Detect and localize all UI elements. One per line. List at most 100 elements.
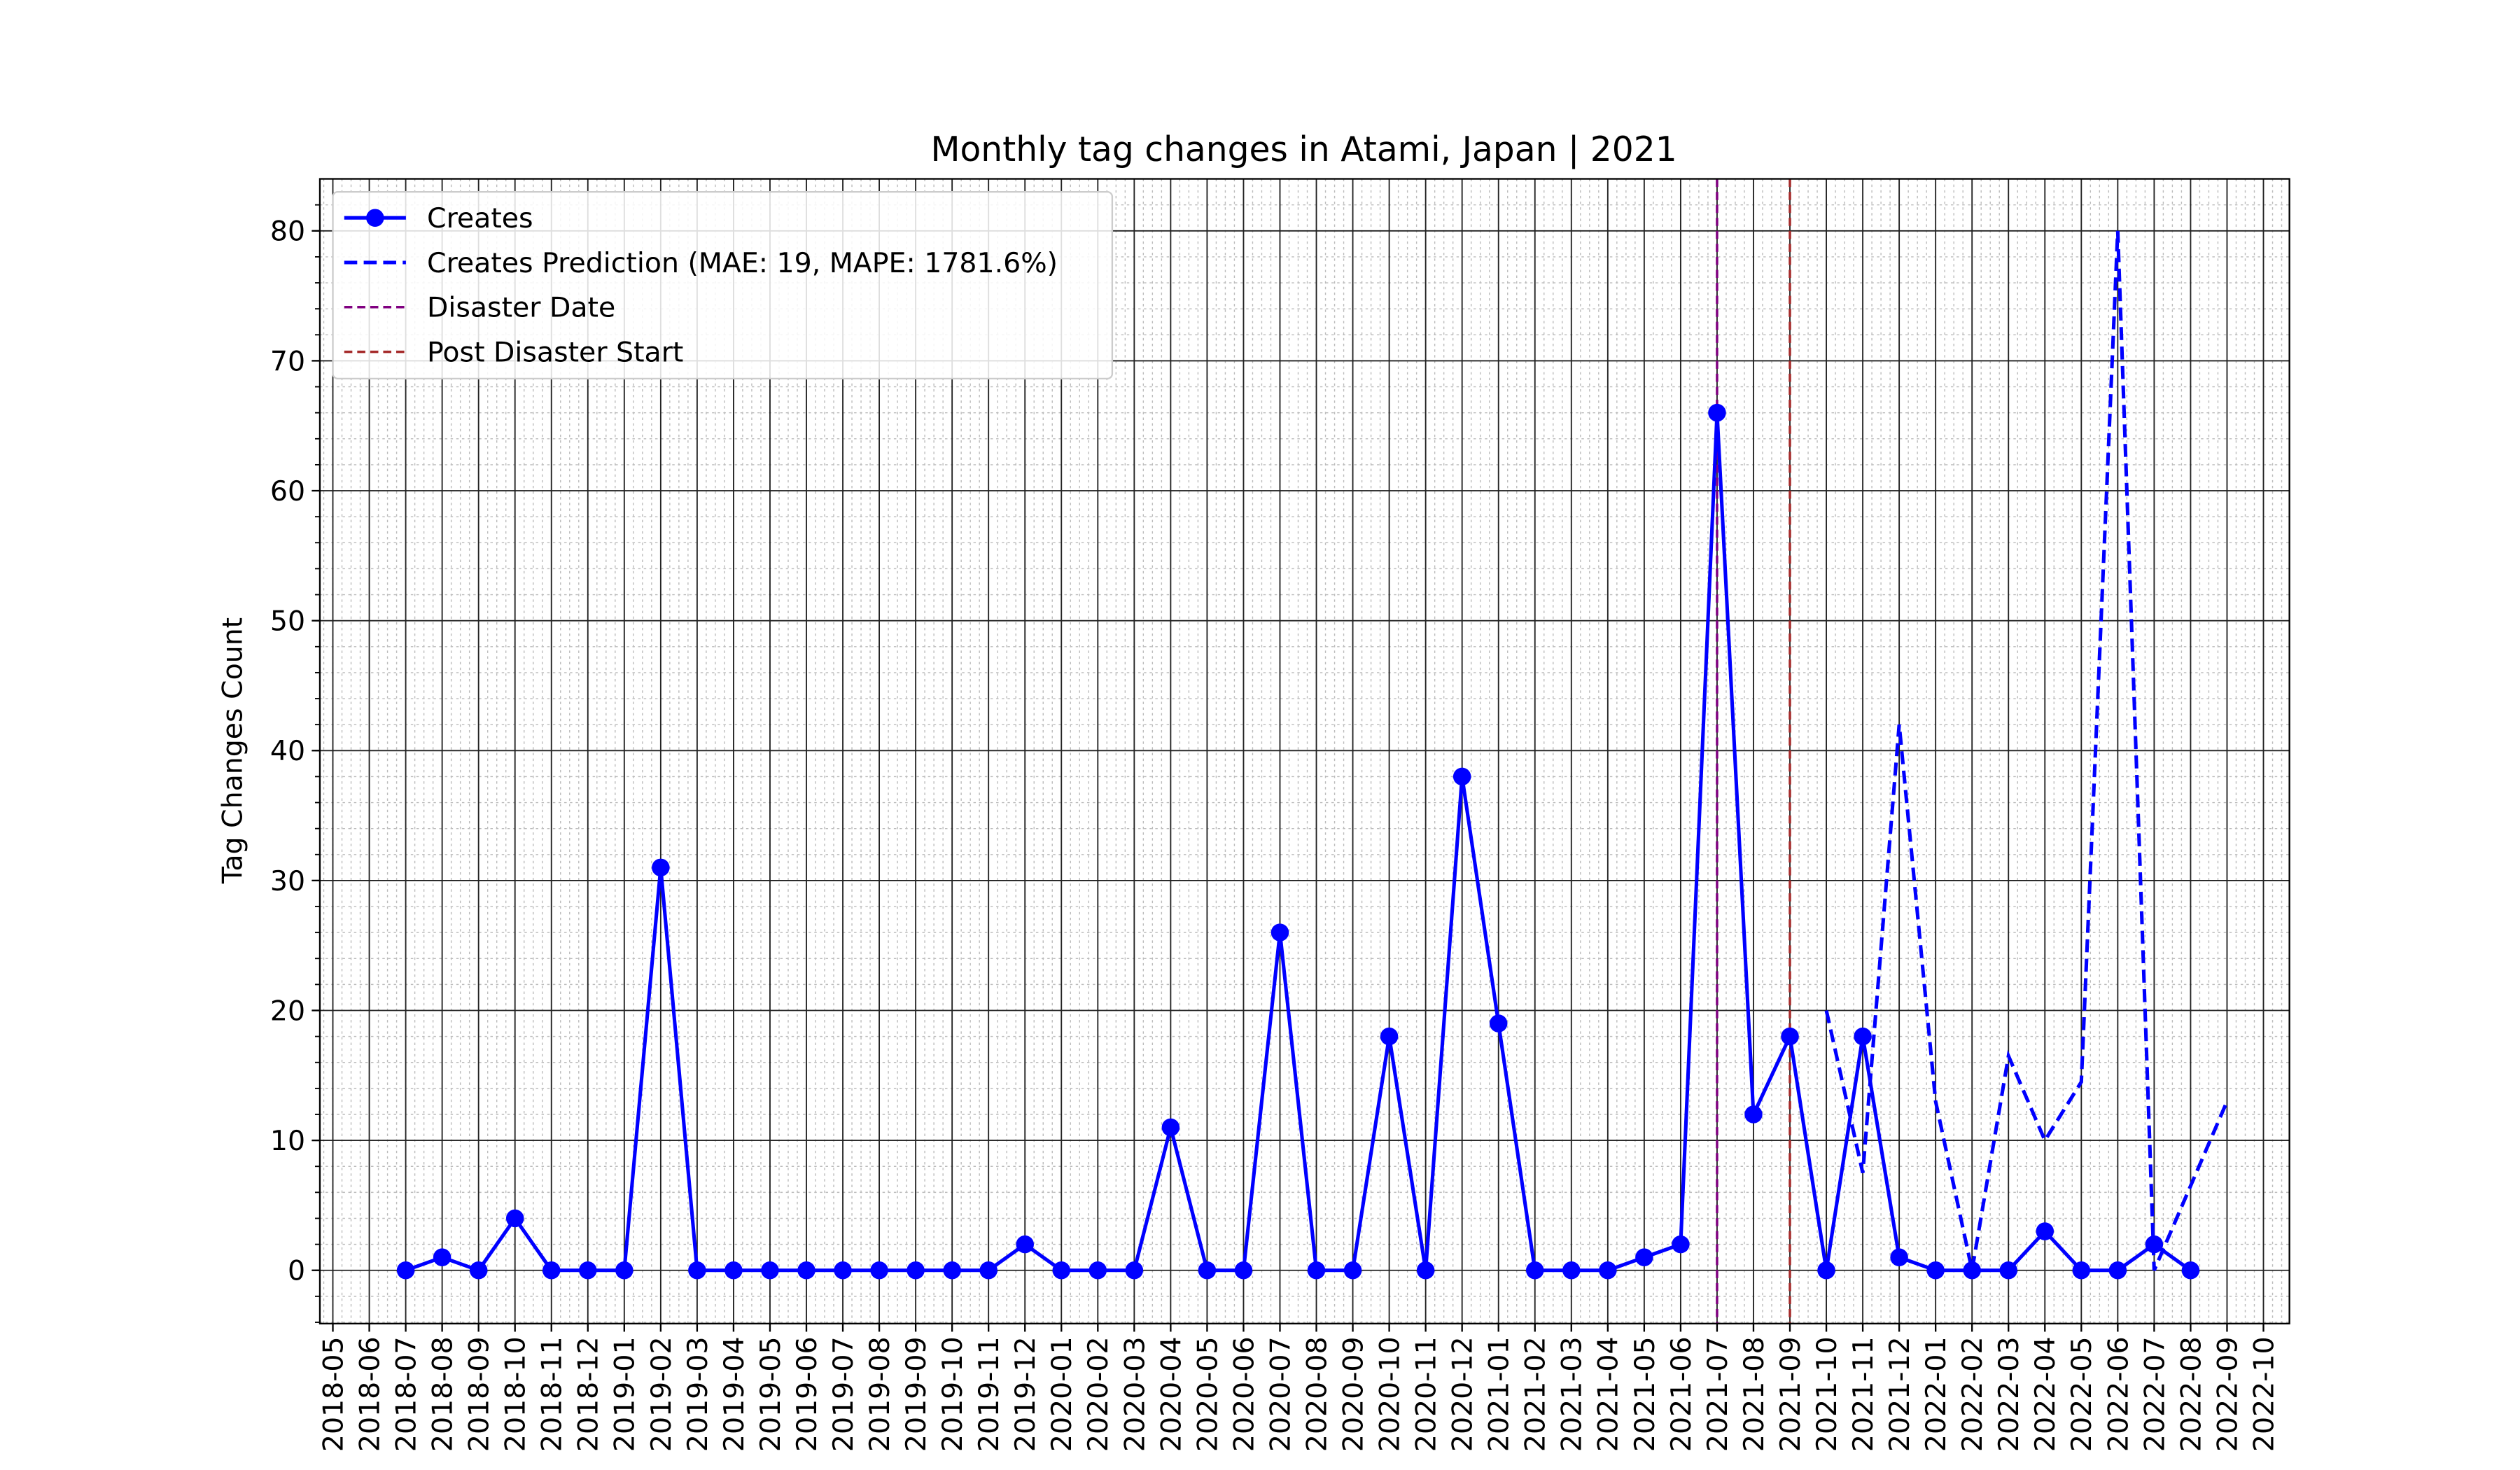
x-tick-label: 2022-10 [2248,1336,2280,1452]
legend-label: Post Disaster Start [427,336,683,368]
data-point [579,1261,597,1280]
x-tick-label: 2020-11 [1410,1336,1443,1452]
legend-label: Creates [427,202,533,234]
x-tick-label: 2018-12 [573,1336,605,1452]
data-point [1599,1261,1617,1280]
data-point [1890,1248,1908,1266]
data-point [688,1261,706,1280]
data-point [1817,1261,1835,1280]
data-point [505,1209,524,1228]
x-tick-label: 2020-08 [1301,1336,1333,1452]
data-point [1416,1261,1435,1280]
data-point [542,1261,561,1280]
x-tick-label: 2019-05 [755,1336,787,1452]
x-tick-label: 2018-07 [391,1336,423,1452]
legend-box [332,190,1114,380]
x-tick-label: 2020-03 [1119,1336,1151,1452]
x-tick-label: 2020-05 [1191,1336,1224,1452]
x-tick-label: 2018-06 [354,1336,386,1452]
data-point [943,1261,961,1280]
data-point [1234,1261,1253,1280]
x-tick-label: 2020-06 [1228,1336,1260,1452]
x-tick-label: 2018-11 [536,1336,568,1452]
x-tick-label: 2022-06 [2102,1336,2134,1452]
y-axis-label: Tag Changes Count [217,617,249,884]
legend-label: Creates Prediction (MAE: 19, MAPE: 1781.… [427,247,1058,279]
data-point [2181,1261,2200,1280]
x-tick-label: 2020-09 [1337,1336,1369,1452]
data-point [652,858,670,877]
data-point [1781,1027,1799,1046]
data-point [1562,1261,1581,1280]
x-tick-label: 2020-04 [1155,1336,1187,1452]
data-point [1672,1235,1690,1254]
data-point [2108,1261,2127,1280]
y-tick-label: 10 [270,1125,305,1157]
data-point [1489,1014,1508,1032]
data-point [1161,1118,1180,1137]
data-point [1854,1027,1872,1046]
x-tick-label: 2021-08 [1738,1336,1770,1452]
x-tick-label: 2020-12 [1447,1336,1479,1452]
data-point [724,1261,743,1280]
x-tick-label: 2018-09 [463,1336,496,1452]
x-tick-label: 2022-05 [2066,1336,2098,1452]
y-tick-label: 40 [270,735,305,767]
x-tick-label: 2022-02 [1956,1336,1989,1452]
x-tick-label: 2020-10 [1374,1336,1406,1452]
data-point [979,1261,997,1280]
data-point [1525,1261,1544,1280]
data-point [1307,1261,1326,1280]
data-point [1452,767,1471,786]
x-tick-label: 2022-09 [2211,1336,2244,1452]
x-tick-label: 2021-10 [1811,1336,1843,1452]
data-point [1088,1261,1107,1280]
legend-marker [366,209,384,227]
data-point [2036,1222,2054,1240]
x-tick-label: 2019-06 [791,1336,823,1452]
x-tick-label: 2021-03 [1556,1336,1588,1452]
data-point [870,1261,888,1280]
x-tick-label: 2021-04 [1592,1336,1625,1452]
x-tick-label: 2022-08 [2175,1336,2207,1452]
data-point [433,1248,451,1266]
x-tick-label: 2019-09 [900,1336,932,1452]
x-tick-label: 2018-05 [317,1336,349,1452]
x-tick-label: 2019-04 [718,1336,750,1452]
x-tick-label: 2019-01 [609,1336,641,1452]
y-tick-label: 30 [270,865,305,897]
x-tick-label: 2019-12 [1009,1336,1042,1452]
data-point [1343,1261,1362,1280]
data-point [2072,1261,2091,1280]
data-line [1824,230,2229,1271]
x-tick-label: 2021-06 [1665,1336,1698,1452]
x-tick-label: 2019-07 [827,1336,860,1452]
x-tick-label: 2021-02 [1520,1336,1552,1452]
data-point [906,1261,925,1280]
data-point [1744,1105,1763,1124]
y-tick-label: 0 [288,1255,305,1287]
x-tick-label: 2019-03 [682,1336,714,1452]
x-tick-label: 2021-12 [1884,1336,1916,1452]
x-tick-label: 2019-08 [864,1336,896,1452]
x-tick-label: 2018-08 [427,1336,459,1452]
chart-title: Monthly tag changes in Atami, Japan | 20… [930,130,1676,169]
y-tick-label: 80 [270,216,305,248]
legend: Creates Creates Prediction (MAE: 19, MAPE… [332,190,1114,380]
x-tick-label: 2021-11 [1847,1336,1879,1452]
data-point [1999,1261,2018,1280]
x-tick-label: 2019-02 [645,1336,678,1452]
y-tick-label: 20 [270,995,305,1027]
x-tick-label: 2019-11 [973,1336,1005,1452]
x-tick-label: 2021-09 [1774,1336,1807,1452]
x-tick-label: 2020-07 [1264,1336,1296,1452]
data-point [615,1261,634,1280]
data-point [797,1261,816,1280]
data-point [834,1261,852,1280]
x-tick-label: 2022-04 [2029,1336,2062,1452]
data-point [1926,1261,1945,1280]
x-tick-label: 2022-01 [1920,1336,1952,1452]
x-tick-label: 2022-03 [1993,1336,2025,1452]
data-point [1708,403,1726,422]
